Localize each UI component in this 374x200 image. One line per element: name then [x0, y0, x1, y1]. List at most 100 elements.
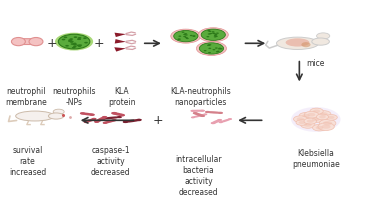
Text: +: + [153, 114, 164, 127]
Circle shape [68, 39, 72, 41]
Circle shape [80, 112, 85, 115]
Circle shape [322, 125, 331, 129]
Circle shape [190, 110, 195, 112]
Ellipse shape [111, 112, 125, 116]
Circle shape [73, 43, 77, 44]
Circle shape [171, 29, 201, 43]
Circle shape [174, 30, 198, 42]
Circle shape [299, 121, 305, 124]
Circle shape [207, 45, 210, 46]
Text: intracellular
bacteria
activity
decreased: intracellular bacteria activity decrease… [175, 155, 222, 197]
Circle shape [177, 39, 180, 40]
Circle shape [307, 113, 315, 116]
Ellipse shape [49, 113, 64, 119]
Circle shape [316, 114, 329, 120]
Circle shape [111, 112, 117, 115]
Ellipse shape [80, 112, 95, 116]
Circle shape [319, 115, 326, 118]
Circle shape [208, 31, 211, 32]
Circle shape [316, 126, 324, 129]
Circle shape [58, 34, 90, 49]
Polygon shape [115, 39, 126, 44]
Circle shape [83, 121, 89, 123]
Circle shape [214, 35, 217, 36]
Circle shape [309, 116, 323, 123]
Ellipse shape [219, 118, 232, 123]
Circle shape [319, 119, 336, 127]
Circle shape [64, 36, 67, 38]
Circle shape [55, 33, 93, 50]
Circle shape [185, 34, 188, 36]
Circle shape [312, 118, 319, 121]
Circle shape [325, 115, 337, 120]
Circle shape [208, 48, 211, 49]
Circle shape [313, 124, 327, 131]
Circle shape [68, 40, 72, 42]
Circle shape [65, 45, 69, 47]
Circle shape [190, 35, 193, 36]
Circle shape [83, 37, 87, 39]
Circle shape [317, 111, 331, 117]
Circle shape [68, 40, 72, 42]
Circle shape [320, 112, 328, 116]
Circle shape [123, 121, 128, 123]
Ellipse shape [103, 119, 116, 124]
Circle shape [211, 122, 216, 124]
Circle shape [304, 118, 317, 124]
Circle shape [217, 119, 222, 121]
Circle shape [89, 113, 95, 116]
Circle shape [117, 116, 122, 118]
Circle shape [328, 116, 335, 119]
Circle shape [192, 36, 195, 37]
Circle shape [77, 45, 80, 46]
Circle shape [74, 36, 77, 38]
Circle shape [313, 110, 320, 113]
Circle shape [208, 44, 211, 46]
Circle shape [208, 33, 211, 35]
Circle shape [205, 111, 210, 113]
Ellipse shape [286, 38, 309, 47]
Polygon shape [114, 33, 126, 37]
Circle shape [209, 33, 212, 34]
Circle shape [307, 120, 314, 123]
Circle shape [310, 108, 323, 114]
Circle shape [73, 44, 76, 45]
Circle shape [77, 38, 81, 40]
Circle shape [103, 122, 108, 124]
Circle shape [203, 50, 206, 51]
Circle shape [203, 113, 207, 115]
Circle shape [215, 36, 218, 37]
Circle shape [201, 29, 226, 40]
Circle shape [215, 47, 218, 49]
Circle shape [70, 38, 73, 40]
Circle shape [217, 51, 220, 52]
Circle shape [301, 122, 315, 128]
Circle shape [212, 32, 215, 34]
Text: neutrophils
-NPs: neutrophils -NPs [52, 87, 96, 107]
Text: KLA-neutrophils
nanoparticles: KLA-neutrophils nanoparticles [170, 87, 231, 107]
Circle shape [78, 45, 82, 47]
Circle shape [208, 52, 211, 53]
Circle shape [294, 116, 307, 122]
Ellipse shape [211, 119, 222, 124]
Text: neutrophil
membrane: neutrophil membrane [6, 87, 47, 107]
Circle shape [214, 36, 217, 38]
Circle shape [136, 119, 142, 121]
Circle shape [53, 109, 64, 114]
Circle shape [318, 123, 334, 130]
Circle shape [70, 41, 74, 43]
Ellipse shape [84, 118, 96, 123]
Text: survival
rate
increased: survival rate increased [9, 146, 46, 177]
Circle shape [78, 37, 82, 39]
Ellipse shape [193, 112, 205, 117]
Text: caspase-1
activity
decreased: caspase-1 activity decreased [91, 146, 131, 177]
Circle shape [219, 121, 223, 123]
Ellipse shape [190, 110, 205, 112]
Circle shape [119, 114, 125, 116]
Circle shape [212, 49, 215, 50]
Circle shape [77, 38, 81, 40]
Circle shape [323, 121, 332, 125]
Text: mice: mice [307, 59, 325, 68]
Circle shape [206, 36, 209, 37]
Circle shape [101, 117, 106, 120]
